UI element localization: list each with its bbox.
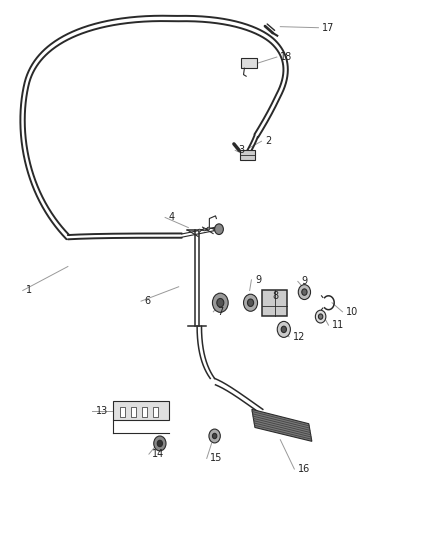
Circle shape [302, 289, 307, 295]
Text: 17: 17 [322, 23, 334, 33]
Text: 1: 1 [26, 286, 32, 295]
Text: 15: 15 [210, 454, 223, 463]
Text: 11: 11 [332, 320, 344, 330]
Circle shape [157, 440, 162, 447]
Circle shape [244, 294, 258, 311]
Bar [131, 407, 136, 417]
Text: 12: 12 [293, 332, 305, 342]
Bar [262, 290, 287, 316]
Bar [240, 150, 255, 160]
Polygon shape [241, 58, 257, 68]
Circle shape [277, 321, 290, 337]
Text: 18: 18 [280, 52, 293, 62]
Circle shape [209, 429, 220, 443]
Text: 4: 4 [169, 213, 175, 222]
Text: 9: 9 [255, 275, 261, 285]
Circle shape [298, 285, 311, 300]
Text: 6: 6 [145, 296, 151, 306]
Circle shape [318, 314, 323, 319]
Circle shape [315, 310, 326, 323]
Circle shape [281, 326, 286, 333]
Text: 16: 16 [298, 464, 310, 474]
Bar [142, 407, 147, 417]
Text: 13: 13 [95, 407, 108, 416]
Text: 10: 10 [346, 307, 358, 317]
Text: 14: 14 [152, 449, 165, 459]
Text: 8: 8 [272, 291, 279, 301]
Bar [120, 407, 125, 417]
Circle shape [154, 436, 166, 451]
Polygon shape [252, 409, 312, 441]
Circle shape [212, 293, 228, 312]
Circle shape [247, 299, 254, 306]
Circle shape [212, 433, 217, 439]
Bar [153, 407, 158, 417]
Bar [113, 401, 169, 420]
Text: 7: 7 [217, 307, 223, 317]
Circle shape [217, 298, 224, 307]
Text: 3: 3 [239, 146, 245, 155]
Circle shape [215, 224, 223, 235]
Text: 9: 9 [301, 277, 307, 286]
Text: 2: 2 [265, 136, 271, 146]
